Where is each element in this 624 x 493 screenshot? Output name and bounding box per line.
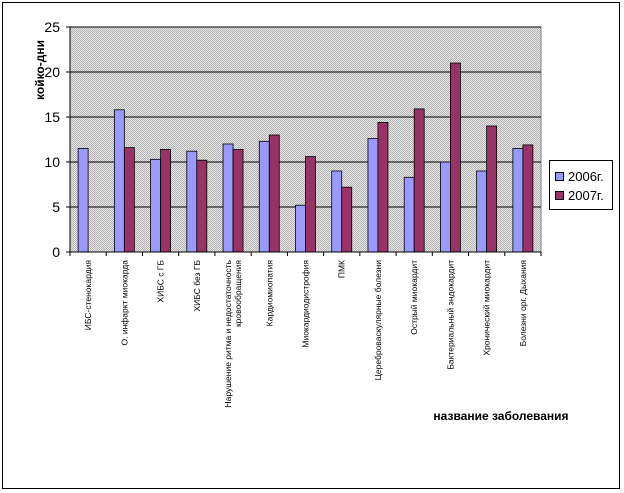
bar-2-9 bbox=[377, 122, 389, 253]
bar-2-7 bbox=[305, 156, 316, 253]
x-tick-label: ХИБС с ГБ bbox=[156, 260, 166, 303]
bar-2-3 bbox=[160, 148, 171, 253]
bar-1-5 bbox=[222, 143, 234, 253]
x-tick-label: ПМК bbox=[337, 260, 347, 278]
bar-2-5 bbox=[232, 148, 244, 253]
axes bbox=[66, 26, 542, 256]
x-tick-label: Кардиомиопатия bbox=[264, 260, 274, 327]
bars bbox=[77, 62, 534, 253]
legend: 2006г. 2007г. bbox=[549, 160, 613, 210]
y-tick-label: 20 bbox=[44, 64, 60, 80]
legend-item-2: 2007г. bbox=[555, 187, 604, 203]
legend-swatch bbox=[555, 171, 564, 181]
x-tick-label: Острый миокардит bbox=[409, 260, 419, 335]
y-tick-label: 5 bbox=[52, 199, 60, 215]
bar-1-1 bbox=[77, 148, 89, 253]
x-tick-label: Хронический миокардит bbox=[482, 260, 492, 356]
y-tick-labels: 0 5 10 15 20 25 bbox=[44, 19, 60, 260]
legend-label: 2007г. bbox=[568, 187, 604, 203]
bar-2-6 bbox=[268, 134, 280, 253]
y-tick-label: 0 bbox=[52, 244, 60, 260]
bar-1-3 bbox=[150, 158, 161, 253]
bar-1-11 bbox=[440, 161, 451, 253]
x-tick-label: Миокардиодистрофия bbox=[301, 260, 311, 348]
bar-2-4 bbox=[196, 159, 208, 253]
x-axis-title: название заболевания bbox=[433, 409, 568, 423]
bar-1-6 bbox=[258, 140, 270, 253]
y-axis-title: койко-дни bbox=[33, 40, 47, 100]
y-tick-label: 10 bbox=[44, 154, 60, 170]
bar-2-12 bbox=[486, 125, 498, 253]
x-tick-label: О. инфаркт миокарда bbox=[119, 260, 129, 346]
bar-1-7 bbox=[295, 204, 306, 253]
bar-1-10 bbox=[403, 176, 415, 253]
legend-swatch bbox=[555, 190, 564, 200]
bar-1-8 bbox=[331, 170, 343, 253]
x-tick-labels: ИБС-стенокардия О. инфаркт миокарда ХИБС с… bbox=[83, 259, 528, 407]
bar-1-12 bbox=[476, 170, 488, 253]
x-tick-label: Бактериальный эндокардит bbox=[445, 260, 455, 370]
bar-1-4 bbox=[186, 150, 198, 253]
bar-1-13 bbox=[512, 148, 524, 253]
legend-item-1: 2006г. bbox=[555, 168, 604, 184]
bar-2-10 bbox=[413, 108, 425, 253]
bar-1-9 bbox=[367, 138, 379, 253]
x-tick-label: ХИБС без ГБ bbox=[192, 260, 202, 312]
bar-2-2 bbox=[123, 147, 135, 253]
x-tick-label: Нарушение ритма и недостаточностькровооб… bbox=[223, 259, 243, 407]
bar-1-2 bbox=[113, 109, 125, 253]
x-tick-label: Болезни орг. Дыхания bbox=[518, 260, 528, 347]
x-tick-label: Цереброваскулярные болезни bbox=[373, 260, 383, 381]
y-tick-label: 15 bbox=[44, 109, 60, 125]
bar-2-13 bbox=[522, 144, 534, 253]
bar-2-11 bbox=[450, 62, 461, 253]
bar-2-8 bbox=[341, 186, 353, 253]
x-tick-label: ИБС-стенокардия bbox=[83, 260, 93, 331]
y-tick-label: 25 bbox=[44, 19, 60, 35]
legend-label: 2006г. bbox=[568, 168, 604, 184]
